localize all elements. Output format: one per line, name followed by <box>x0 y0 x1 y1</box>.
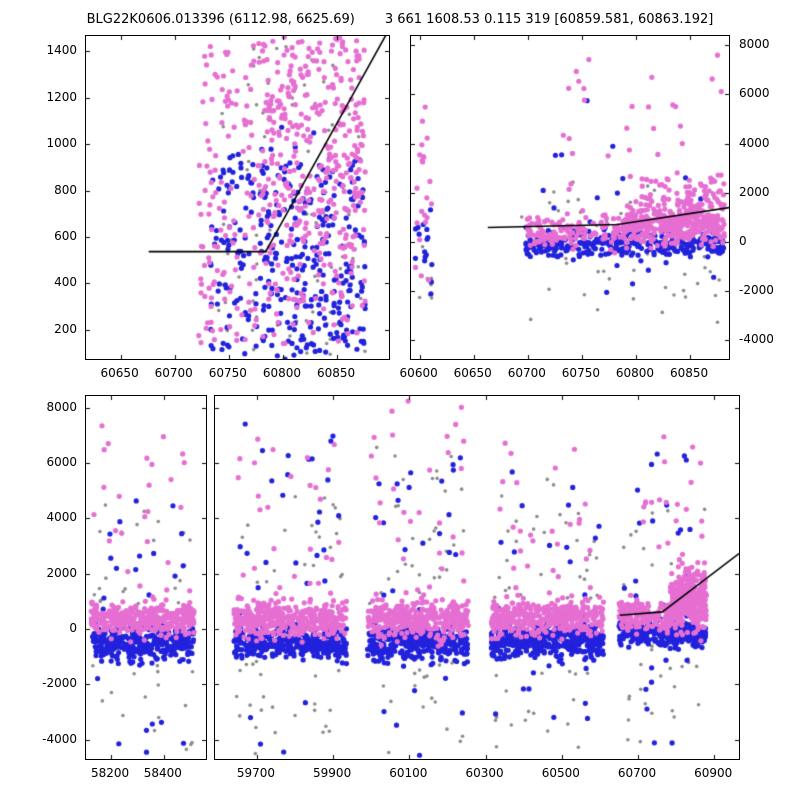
y-tick-label: 800 <box>54 182 77 197</box>
y-tick-label: 400 <box>54 275 77 290</box>
y-tick-label: 4000 <box>739 135 770 150</box>
x-tick-label: 60850 <box>669 366 709 380</box>
y-tick-label: 4000 <box>46 510 77 525</box>
scatter-canvas-top-left <box>86 36 389 359</box>
y-tick-label: 0 <box>739 233 747 248</box>
x-tick-label: 60800 <box>262 366 302 380</box>
x-tick-label: 59700 <box>236 766 275 780</box>
x-tick-label: 60750 <box>561 366 600 380</box>
panel-top-right <box>410 35 730 360</box>
x-tick-label: 60700 <box>617 766 657 780</box>
y-tick-label: 8000 <box>46 399 77 414</box>
y-tick-label: -2000 <box>42 676 77 691</box>
y-tick-label: 0 <box>69 621 77 636</box>
x-tick-label: 60300 <box>465 766 504 780</box>
y-tick-label: 2000 <box>739 184 770 199</box>
x-tick-label: 60600 <box>399 366 438 380</box>
title-right-text: 3 661 1608.53 0.115 319 [60859.581, 6086… <box>384 12 714 27</box>
y-tick-label: 6000 <box>739 86 770 101</box>
panel-top-left <box>85 35 390 360</box>
figure-title: BLG22K0606.013396 (6112.98, 6625.69) 3 6… <box>0 12 800 27</box>
y-tick-label: 6000 <box>46 455 77 470</box>
y-tick-label: 1000 <box>46 136 77 151</box>
x-tick-label: 59900 <box>313 766 352 780</box>
x-tick-label: 58200 <box>90 766 130 780</box>
y-tick-label: 1200 <box>46 89 77 104</box>
y-tick-label: 1400 <box>46 43 77 58</box>
x-tick-label: 60850 <box>316 366 356 380</box>
scatter-canvas-bottom-right <box>215 396 739 759</box>
x-tick-label: 60100 <box>389 766 428 780</box>
y-tick-label: -4000 <box>42 731 77 746</box>
x-tick-label: 60700 <box>507 366 546 380</box>
x-tick-label: 60650 <box>100 366 139 380</box>
title-left-text: BLG22K0606.013396 (6112.98, 6625.69) <box>86 12 355 27</box>
x-tick-label: 60750 <box>208 366 247 380</box>
x-tick-label: 60900 <box>694 766 733 780</box>
y-tick-label: 200 <box>54 321 77 336</box>
panel-bottom-right <box>214 395 740 760</box>
y-tick-label: -2000 <box>739 282 774 297</box>
y-tick-label: 600 <box>54 229 77 243</box>
x-tick-label: 60650 <box>453 366 492 380</box>
x-tick-label: 60700 <box>154 366 193 380</box>
y-tick-label: 2000 <box>46 565 77 580</box>
panel-bottom-left <box>85 395 207 760</box>
scatter-canvas-bottom-left <box>86 396 206 759</box>
x-tick-label: 58400 <box>143 766 182 780</box>
y-tick-label: -4000 <box>739 331 774 346</box>
scatter-canvas-top-right <box>411 36 729 359</box>
x-tick-label: 60500 <box>541 766 580 780</box>
x-tick-label: 60800 <box>615 366 655 380</box>
y-tick-label: 8000 <box>739 37 770 52</box>
